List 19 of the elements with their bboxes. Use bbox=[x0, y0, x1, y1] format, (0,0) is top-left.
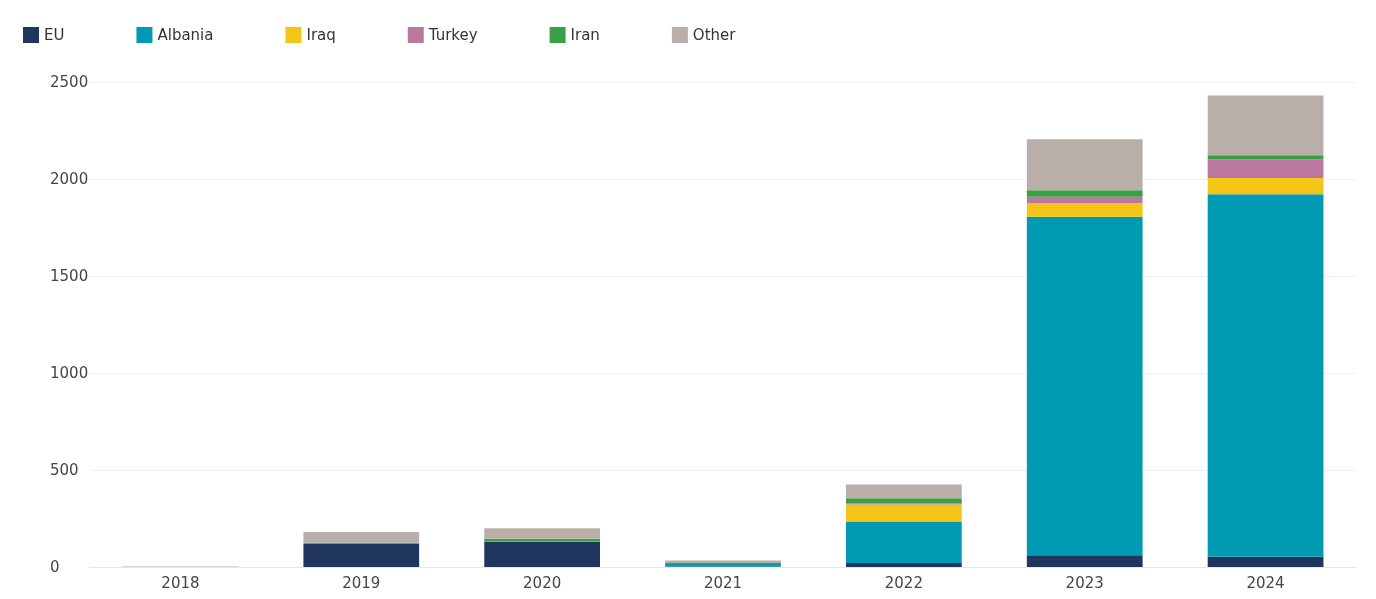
x-tick-label: 2020 bbox=[523, 573, 562, 592]
x-tick-label: 2023 bbox=[1065, 573, 1104, 592]
y-tick-label: 500 bbox=[50, 461, 79, 479]
x-tick-label: 2024 bbox=[1246, 573, 1285, 592]
y-tick-label: 1000 bbox=[50, 364, 89, 382]
legend-label: Turkey bbox=[427, 26, 478, 44]
y-tick-label: 2000 bbox=[50, 170, 89, 188]
x-tick-label: 2021 bbox=[703, 573, 743, 592]
y-tick-label: 0 bbox=[50, 558, 60, 576]
legend-label: Albania bbox=[157, 26, 214, 44]
y-tick-label: 1500 bbox=[50, 267, 89, 285]
legend-label: Iraq bbox=[306, 26, 336, 44]
legend-label: Other bbox=[692, 26, 737, 44]
y-tick-label: 2500 bbox=[50, 73, 89, 91]
x-tick-label: 2018 bbox=[161, 573, 200, 592]
legend-label: Iran bbox=[570, 26, 600, 44]
legend-label: EU bbox=[44, 26, 65, 44]
x-tick-label: 2022 bbox=[884, 573, 923, 592]
x-tick-label: 2019 bbox=[342, 573, 381, 592]
